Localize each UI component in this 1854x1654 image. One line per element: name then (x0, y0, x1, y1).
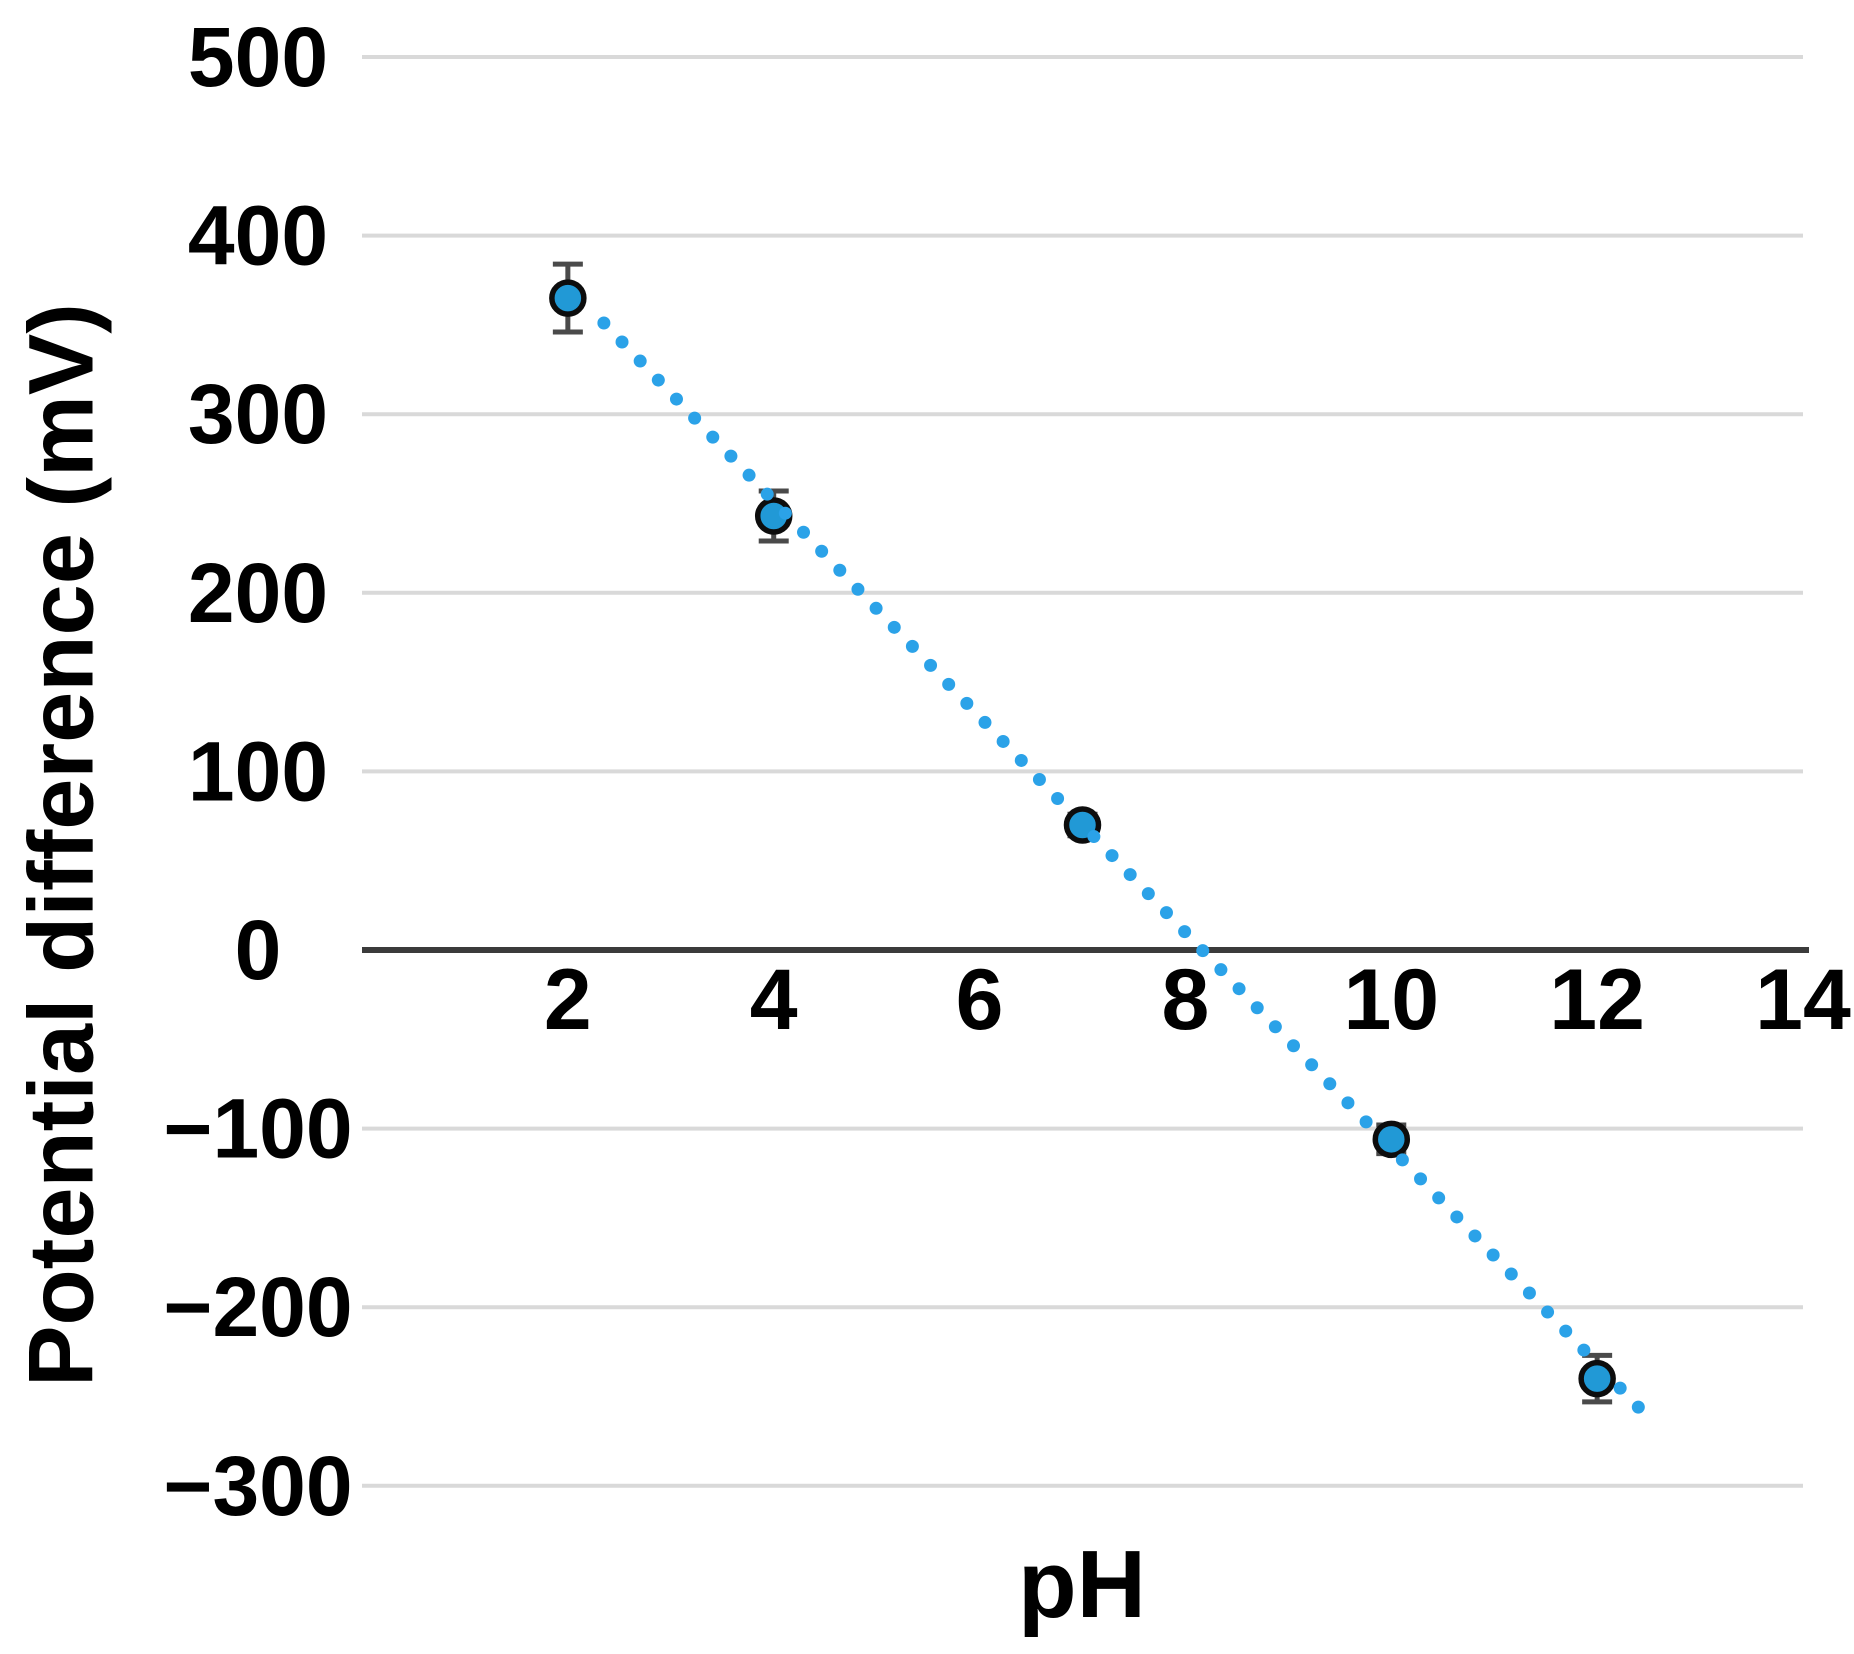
y-tick-label--300: −300 (163, 1439, 352, 1533)
trendline-dot (633, 354, 647, 368)
trendline-dot (905, 639, 919, 653)
trendline-dot (724, 449, 738, 463)
trendline-dot (778, 506, 792, 520)
y-tick-label-300: 300 (188, 367, 328, 461)
trendline-dot (1178, 925, 1192, 939)
trendline-dot (1631, 1400, 1645, 1414)
trendline-dot (1123, 868, 1137, 882)
trendline-dot (1232, 982, 1246, 996)
trendline-dot (851, 582, 865, 596)
y-tick-label-400: 400 (188, 189, 328, 283)
trendline-dot (1468, 1229, 1482, 1243)
trendline-dot (1504, 1267, 1518, 1281)
x-tick-label-10: 10 (1343, 952, 1439, 1048)
trendline-dot (615, 335, 629, 349)
trendline-dot (797, 525, 811, 539)
trendline-dot (978, 715, 992, 729)
trendline-dot (1613, 1381, 1627, 1395)
trendline-dot (1032, 772, 1046, 786)
trendline-dot (815, 544, 829, 558)
trendline-dot (760, 487, 774, 501)
x-tick-label-8: 8 (1162, 952, 1210, 1048)
trendline-dot (1522, 1286, 1536, 1300)
trendline-dot (1341, 1096, 1355, 1110)
trendline-dot (1141, 887, 1155, 901)
trendline-dot (887, 620, 901, 634)
y-tick-label-100: 100 (188, 724, 328, 818)
y-tick-label-200: 200 (188, 546, 328, 640)
trendline-dot (869, 601, 883, 615)
x-axis-title: pH (1018, 1531, 1146, 1638)
y-tick-label-500: 500 (188, 10, 328, 104)
trendline-dot (1159, 906, 1173, 920)
trendline-dot (1014, 753, 1028, 767)
trendline-dot (688, 411, 702, 425)
trendline-dot (597, 316, 611, 330)
data-point-ph-2 (549, 279, 587, 317)
x-tick-label-12: 12 (1549, 952, 1645, 1048)
trendline-dot (1087, 830, 1101, 844)
trendline-dot (833, 563, 847, 577)
trendline-dot (1395, 1153, 1409, 1167)
trendline-dot (742, 468, 756, 482)
y-axis-title: Potential difference (mV) (10, 303, 113, 1387)
trendline-dot (1359, 1115, 1373, 1129)
x-tick-label-2: 2 (544, 952, 592, 1048)
trendline-dot (1051, 792, 1065, 806)
trendline-dot (1287, 1039, 1301, 1053)
x-tick-label-6: 6 (956, 952, 1004, 1048)
data-point-ph-12 (1578, 1359, 1616, 1398)
trendline-dot (1486, 1248, 1500, 1262)
trendline-dot (1559, 1324, 1573, 1338)
data-point-ph-10 (1372, 1120, 1411, 1159)
trendline-dot (1450, 1210, 1464, 1224)
trendline-dot (942, 677, 956, 691)
trendline-dot (924, 658, 938, 672)
trendline-dot (1577, 1343, 1591, 1357)
trendline-dot (1432, 1191, 1446, 1205)
trendline-dot (960, 696, 974, 710)
trendline-dot (1305, 1058, 1319, 1072)
y-tick-label--100: −100 (163, 1082, 352, 1176)
trendline-dot (1105, 849, 1119, 863)
y-tick-label--200: −200 (163, 1260, 352, 1354)
trendline-dot (996, 734, 1010, 748)
x-tick-label-4: 4 (750, 952, 798, 1048)
trendline-dot (706, 430, 720, 444)
trendline-dot (1268, 1020, 1282, 1034)
trendline-dot (1414, 1172, 1428, 1186)
y-tick-label-0: 0 (235, 903, 282, 997)
trendline-dot (669, 392, 683, 406)
trendline-dot (1541, 1305, 1555, 1319)
trendline-dot (651, 373, 665, 387)
trendline-dot (1250, 1001, 1264, 1015)
trendline-dot (1214, 963, 1228, 977)
x-tick-label-14: 14 (1755, 952, 1851, 1048)
trendline-dot (1196, 944, 1210, 958)
trendline-dot (1323, 1077, 1337, 1091)
